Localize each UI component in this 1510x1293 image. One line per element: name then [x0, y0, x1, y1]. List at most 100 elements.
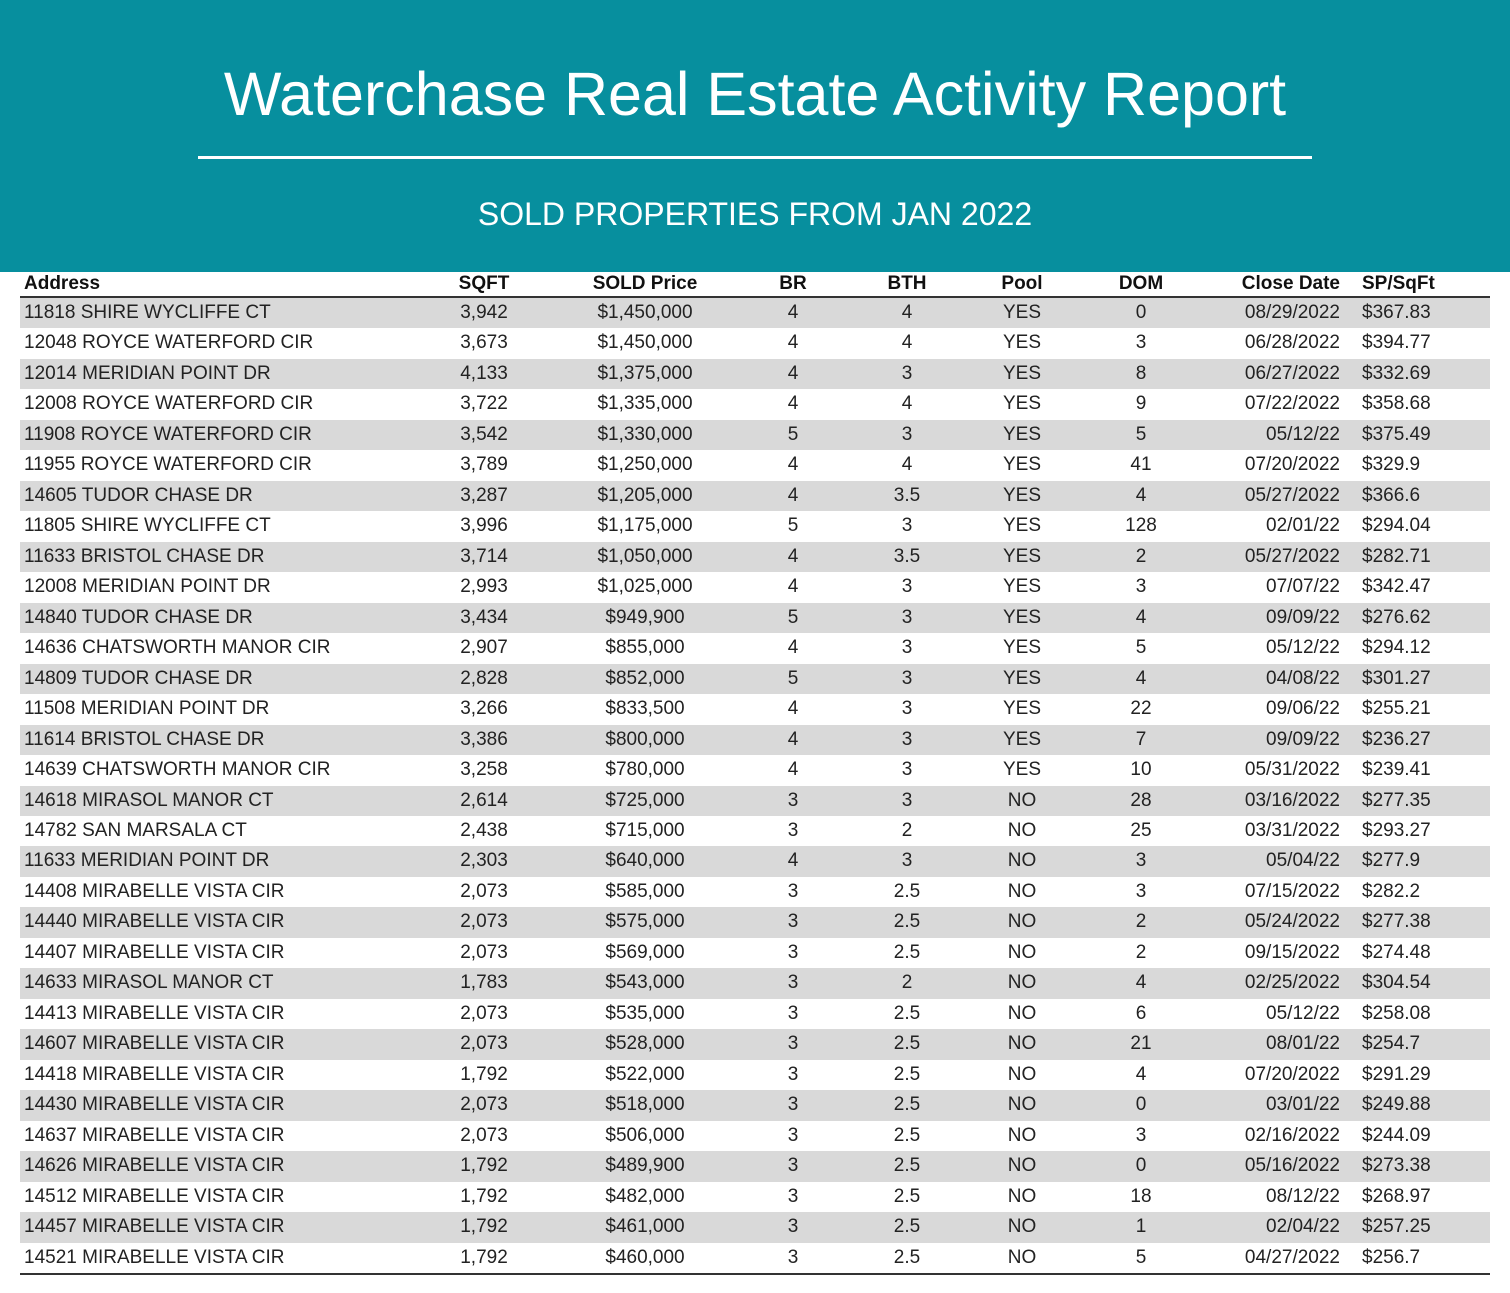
table-row: 14407 MIRABELLE VISTA CIR 2,073 $569,000 3 2…	[20, 938, 1490, 968]
table-cell: 14407 MIRABELLE VISTA CIR	[24, 941, 285, 963]
table-cell: $640,000	[605, 850, 685, 872]
table-cell: $575,000	[605, 911, 685, 933]
table-cell: 3	[901, 667, 913, 689]
table-cell: $518,000	[605, 1094, 685, 1116]
table-cell: YES	[1002, 759, 1042, 781]
table-cell: 2,073	[460, 880, 508, 902]
table-row: 11633 MERIDIAN POINT DR 2,303 $640,000 4 3 NO…	[20, 846, 1490, 877]
table-cell: 3,714	[460, 545, 508, 567]
table-cell: $460,000	[605, 1246, 685, 1268]
table-cell: $258.08	[1362, 1002, 1431, 1024]
table-cell: 4	[1135, 972, 1147, 994]
table-row: 14418 MIRABELLE VISTA CIR 1,792 $522,000 3 2…	[20, 1060, 1490, 1090]
table-cell: $569,000	[605, 941, 685, 963]
table-cell: YES	[1002, 545, 1042, 567]
table-cell: $277.9	[1362, 850, 1421, 872]
table-cell: 03/01/22	[1266, 1094, 1340, 1116]
table-cell: 05/12/22	[1266, 1002, 1340, 1024]
table-cell: $304.54	[1362, 972, 1431, 994]
table-cell: 3	[787, 819, 799, 841]
table-cell: 08/12/22	[1266, 1185, 1340, 1207]
table-cell: 28	[1130, 789, 1152, 811]
table-cell: YES	[1002, 454, 1042, 476]
table-cell: NO	[1007, 1033, 1037, 1055]
table-cell: 14440 MIRABELLE VISTA CIR	[24, 911, 285, 933]
table-cell: $535,000	[605, 1002, 685, 1024]
table-cell: 05/27/2022	[1244, 484, 1340, 506]
table-cell: 3	[787, 941, 799, 963]
table-cell: 14408 MIRABELLE VISTA CIR	[24, 880, 285, 902]
table-cell: 12048 ROYCE WATERFORD CIR	[24, 332, 314, 354]
table-cell: $257.25	[1362, 1216, 1431, 1238]
table-cell: 3,542	[460, 423, 508, 445]
table-cell: 14430 MIRABELLE VISTA CIR	[24, 1094, 285, 1116]
table-cell: 05/04/22	[1266, 850, 1340, 872]
table-row: 11614 BRISTOL CHASE DR 3,386 $800,000 4 3 YES…	[20, 724, 1490, 756]
table-cell: 14809 TUDOR CHASE DR	[24, 667, 253, 689]
table-cell: 4	[901, 454, 913, 476]
table-cell: NO	[1007, 972, 1037, 994]
table-cell: $1,250,000	[597, 454, 693, 476]
table-cell: 4	[901, 302, 913, 323]
table-row: 14607 MIRABELLE VISTA CIR 2,073 $528,000 3 2…	[20, 1029, 1490, 1060]
table-cell: 14413 MIRABELLE VISTA CIR	[24, 1002, 285, 1024]
table-cell: 3	[901, 698, 913, 720]
table-cell: 14782 SAN MARSALA CT	[24, 819, 247, 841]
column-header: SP/SqFt	[1362, 273, 1435, 294]
table-cell: 4	[787, 637, 799, 659]
table-cell: $461,000	[605, 1216, 685, 1238]
table-cell: 4	[787, 728, 799, 750]
table-cell: 2.5	[893, 941, 921, 963]
table-cell: 14521 MIRABELLE VISTA CIR	[24, 1246, 285, 1268]
table-cell: $282.2	[1362, 880, 1421, 902]
table-cell: $332.69	[1362, 362, 1431, 384]
table-cell: $1,330,000	[597, 423, 693, 445]
table-cell: 11955 ROYCE WATERFORD CIR	[24, 454, 312, 476]
table-row: 14457 MIRABELLE VISTA CIR 1,792 $461,000 3 2…	[20, 1212, 1490, 1243]
table-cell: 3	[1135, 880, 1147, 902]
table-row: 11508 MERIDIAN POINT DR 3,266 $833,500 4 3 YE…	[20, 694, 1490, 724]
table-cell: $301.27	[1362, 667, 1431, 689]
table-cell: 11633 MERIDIAN POINT DR	[24, 850, 270, 872]
table-cell: 14840 TUDOR CHASE DR	[24, 606, 253, 628]
table-cell: $522,000	[605, 1063, 685, 1085]
table-cell: 3	[901, 515, 913, 537]
table-cell: YES	[1002, 728, 1042, 750]
table-cell: 05/12/22	[1266, 637, 1340, 659]
table-cell: 5	[787, 606, 799, 628]
table-cell: 3	[901, 576, 913, 598]
table-cell: $293.27	[1362, 819, 1431, 841]
table-cell: 05/24/2022	[1244, 911, 1340, 933]
table-cell: 1,792	[460, 1216, 508, 1238]
table-cell: 3	[787, 1033, 799, 1055]
table-cell: YES	[1002, 606, 1042, 628]
table-cell: $273.38	[1362, 1155, 1431, 1177]
table-row: 14840 TUDOR CHASE DR 3,434 $949,900 5 3 YES 4 0…	[20, 602, 1490, 634]
header-banner: Waterchase Real Estate Activity Report S…	[0, 0, 1510, 272]
table-cell: 4,133	[460, 362, 508, 384]
table-cell: 2.5	[893, 911, 921, 933]
table-cell: 3	[901, 423, 913, 445]
table-cell: 07/22/2022	[1244, 393, 1340, 415]
table-cell: 2.5	[893, 880, 921, 902]
table-cell: 1	[1135, 1216, 1147, 1238]
table-cell: 08/01/22	[1266, 1033, 1340, 1055]
table-cell: YES	[1002, 637, 1042, 659]
table-cell: 9	[1135, 393, 1147, 415]
table-cell: $1,175,000	[597, 515, 693, 537]
table-cell: 3	[901, 789, 913, 811]
table-cell: 3,722	[460, 393, 508, 415]
table-row: 11633 BRISTOL CHASE DR 3,714 $1,050,000 4 3.…	[20, 541, 1490, 573]
table-cell: 3	[787, 1155, 799, 1177]
table-cell: 02/01/22	[1266, 515, 1340, 537]
report-title: Waterchase Real Estate Activity Report	[223, 60, 1287, 128]
table-row: 14413 MIRABELLE VISTA CIR 2,073 $535,000 3 2…	[20, 999, 1490, 1029]
table-cell: YES	[1002, 484, 1042, 506]
table-cell: 4	[1135, 667, 1147, 689]
table-cell: $268.97	[1362, 1185, 1431, 1207]
table-cell: 3	[787, 789, 799, 811]
table-cell: 11908 ROYCE WATERFORD CIR	[24, 423, 312, 445]
table-cell: 2,073	[460, 1094, 508, 1116]
table-cell: 4	[787, 302, 799, 323]
table-cell: 4	[901, 332, 913, 354]
